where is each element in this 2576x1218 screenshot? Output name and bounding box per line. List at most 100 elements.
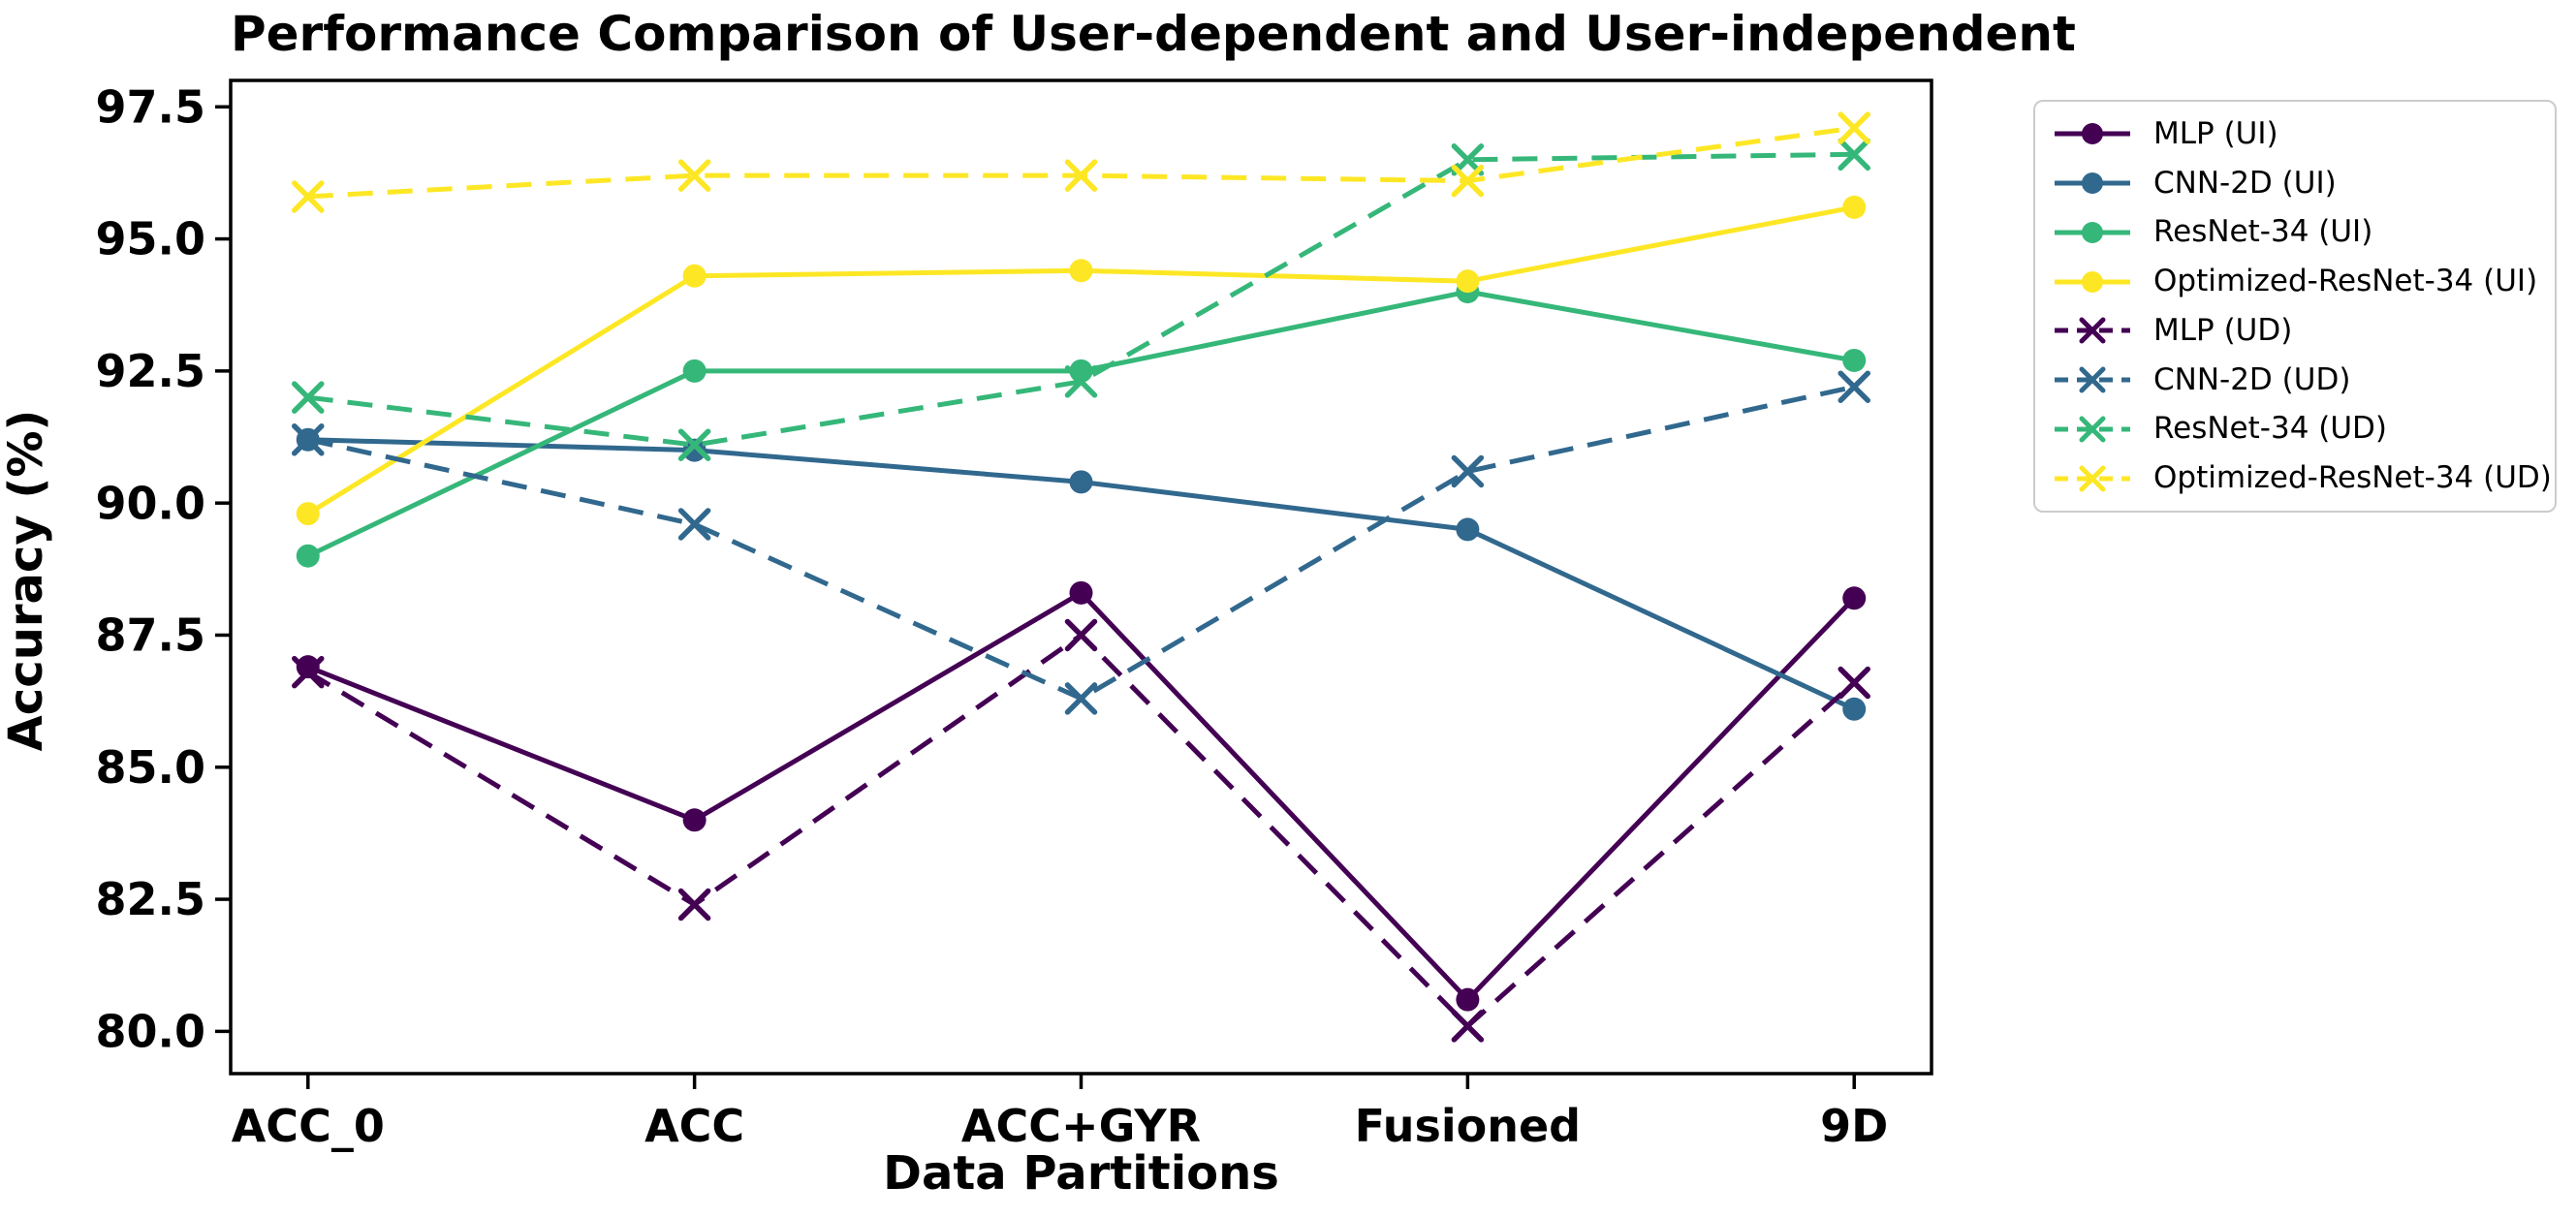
series-line xyxy=(307,125,1855,200)
circle-marker xyxy=(296,655,320,679)
x-marker-icon xyxy=(2079,317,2106,344)
x-marker xyxy=(677,888,711,921)
y-axis: 80.0 82.5 85.0 87.5 90.0 92.5 95.0 97.5 xyxy=(96,80,231,1057)
x-marker xyxy=(677,159,711,192)
series-line xyxy=(306,289,1855,558)
legend-swatch xyxy=(2055,416,2130,443)
series-cnn-2d-ud xyxy=(292,370,1870,715)
x-axis: ACC_0 ACC ACC+GYR Fusioned 9D xyxy=(232,1074,1888,1152)
x-marker xyxy=(292,422,325,456)
circle-marker xyxy=(1842,586,1867,610)
circle-marker xyxy=(1069,470,1093,494)
x-marker xyxy=(1064,618,1098,652)
legend-label: Optimized-ResNet-34 (UD) xyxy=(2153,460,2552,496)
legend-item-mlp-ud: MLP (UD) xyxy=(2053,313,2555,348)
series-line xyxy=(307,384,1855,702)
y-tick-label: 90.0 xyxy=(96,477,206,529)
y-tick-label: 87.5 xyxy=(96,609,206,662)
circle-marker xyxy=(682,438,707,462)
legend-swatch xyxy=(2055,221,2130,243)
legend: MLP (UI) CNN-2D (UI) ResNet-34 (UI) Optimiz… xyxy=(2033,100,2557,513)
y-tick-label: 97.5 xyxy=(96,80,206,133)
series-mlp-ud xyxy=(292,618,1870,1043)
circle-marker xyxy=(682,359,707,383)
circle-marker-icon xyxy=(2082,123,2103,145)
circle-marker xyxy=(1456,269,1480,294)
legend-swatch xyxy=(2055,270,2130,293)
y-tick-label: 95.0 xyxy=(96,213,206,265)
circle-marker xyxy=(1842,697,1867,721)
legend-swatch xyxy=(2055,172,2130,195)
x-tick-label: ACC xyxy=(644,1100,744,1152)
legend-label: Optimized-ResNet-34 (UI) xyxy=(2153,264,2538,299)
y-tick-label: 92.5 xyxy=(96,345,206,397)
x-marker xyxy=(1451,164,1485,198)
legend-label: ResNet-34 (UD) xyxy=(2153,411,2388,447)
x-marker xyxy=(1064,682,1098,715)
circle-marker-icon xyxy=(2082,270,2103,293)
circle-marker xyxy=(1456,987,1480,1012)
x-marker xyxy=(292,180,325,213)
legend-swatch xyxy=(2055,123,2130,145)
x-marker xyxy=(677,428,711,461)
legend-swatch xyxy=(2055,465,2130,492)
legend-item-mlp-ui: MLP (UI) xyxy=(2053,116,2555,151)
y-tick-label: 80.0 xyxy=(96,1005,206,1057)
legend-label: CNN-2D (UI) xyxy=(2153,165,2337,201)
circle-marker xyxy=(1842,348,1867,372)
legend-item-optimized-resnet-34-ud: Optimized-ResNet-34 (UD) xyxy=(2053,461,2555,496)
y-tick-label: 82.5 xyxy=(96,873,206,925)
series-line xyxy=(306,590,1857,1003)
plot-frame xyxy=(229,78,1933,1076)
x-tick-label: Fusioned xyxy=(1355,1100,1582,1152)
series-resnet-34-ud xyxy=(292,138,1870,461)
x-marker xyxy=(1838,370,1870,403)
legend-item-cnn-2d-ud: CNN-2D (UD) xyxy=(2053,362,2555,397)
x-marker-icon xyxy=(2079,416,2106,443)
x-marker xyxy=(1838,138,1870,172)
x-marker xyxy=(1064,365,1098,398)
legend-label: MLP (UI) xyxy=(2153,115,2278,151)
circle-marker xyxy=(682,264,707,288)
circle-marker-icon xyxy=(2082,172,2103,195)
x-axis-label: Data Partitions xyxy=(883,1146,1279,1201)
x-marker xyxy=(1064,159,1098,192)
x-marker xyxy=(1838,666,1870,700)
series-resnet-34-ui xyxy=(296,280,1867,568)
series-optimized-resnet-34-ud xyxy=(292,111,1870,213)
series-line xyxy=(307,151,1855,448)
x-tick-label: ACC_0 xyxy=(232,1100,385,1152)
x-marker xyxy=(292,655,325,689)
series-mlp-ui xyxy=(296,580,1867,1012)
legend-swatch xyxy=(2055,317,2130,344)
legend-item-optimized-resnet-34-ui: Optimized-ResNet-34 (UI) xyxy=(2053,265,2555,299)
legend-label: MLP (UD) xyxy=(2153,312,2293,348)
legend-item-resnet-34-ud: ResNet-34 (UD) xyxy=(2053,412,2555,447)
circle-marker xyxy=(1069,580,1093,605)
legend-label: ResNet-34 (UI) xyxy=(2153,214,2373,250)
legend-item-resnet-34-ui: ResNet-34 (UI) xyxy=(2053,215,2555,250)
circle-marker xyxy=(682,808,707,832)
chart-title: Performance Comparison of User-dependent… xyxy=(231,6,2076,62)
x-marker-icon xyxy=(2079,465,2106,492)
x-tick-label: 9D xyxy=(1820,1100,1888,1152)
x-marker xyxy=(1451,1010,1485,1043)
y-tick-label: 85.0 xyxy=(96,741,206,794)
series-cnn-2d-ui xyxy=(296,427,1867,721)
circle-marker xyxy=(296,544,320,568)
x-tick-label: ACC+GYR xyxy=(961,1100,1201,1152)
circle-marker xyxy=(1069,259,1093,283)
x-marker xyxy=(1451,454,1485,488)
circle-marker xyxy=(1456,517,1480,542)
x-marker xyxy=(1838,111,1870,144)
circle-marker xyxy=(296,502,320,526)
series-line xyxy=(306,633,1856,1029)
legend-swatch xyxy=(2055,366,2130,393)
series-optimized-resnet-34-ui xyxy=(296,195,1867,526)
legend-item-cnn-2d-ui: CNN-2D (UI) xyxy=(2053,166,2555,201)
circle-marker-icon xyxy=(2082,221,2103,243)
x-marker-icon xyxy=(2079,366,2106,393)
x-marker xyxy=(677,508,711,541)
